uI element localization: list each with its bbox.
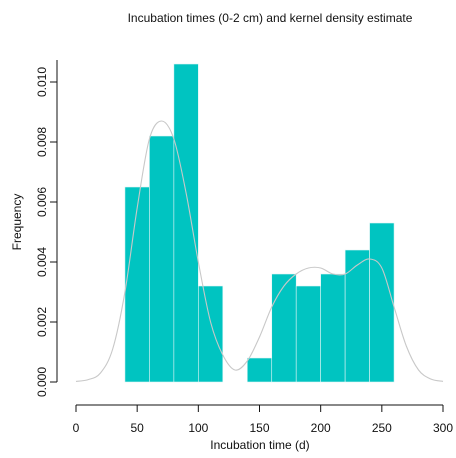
histogram-bar-7 — [295, 285, 321, 383]
kde-curve — [75, 120, 444, 382]
x-tick-label: 0 — [73, 421, 80, 435]
y-tick-label: 0.002 — [35, 307, 49, 337]
y-tick-label: 0.010 — [35, 67, 49, 97]
histogram-bar-0 — [124, 186, 150, 383]
y-axis-ticks: 0.000 0.002 0.004 0.006 0.008 0.010 — [35, 67, 57, 397]
histogram-bar-10 — [369, 222, 395, 383]
histogram-bar-5 — [246, 357, 273, 383]
y-tick-label: 0.006 — [35, 187, 49, 217]
x-tick-label: 250 — [372, 421, 392, 435]
x-tick-label: 50 — [130, 421, 144, 435]
x-axis-label: Incubation time (d) — [210, 438, 309, 452]
x-tick-label: 200 — [311, 421, 331, 435]
y-tick-label: 0.008 — [35, 127, 49, 157]
y-axis-label: Frequency — [10, 194, 24, 251]
histogram-bar-6 — [271, 273, 297, 383]
x-tick-label: 150 — [249, 421, 269, 435]
histogram-bars — [124, 63, 395, 383]
chart-title: Incubation times (0-2 cm) and kernel den… — [128, 11, 413, 25]
histogram-bar-9 — [344, 249, 370, 383]
histogram-bar-3 — [198, 285, 224, 383]
x-tick-label: 300 — [433, 421, 453, 435]
y-tick-label: 0.000 — [35, 367, 49, 397]
histogram-bar-8 — [320, 273, 346, 383]
x-tick-label: 100 — [188, 421, 208, 435]
y-tick-label: 0.004 — [35, 247, 49, 277]
histogram-bar-2 — [173, 63, 199, 383]
histogram-bar-1 — [149, 135, 175, 383]
x-axis-ticks: 0 50 100 150 200 250 300 — [73, 405, 453, 435]
